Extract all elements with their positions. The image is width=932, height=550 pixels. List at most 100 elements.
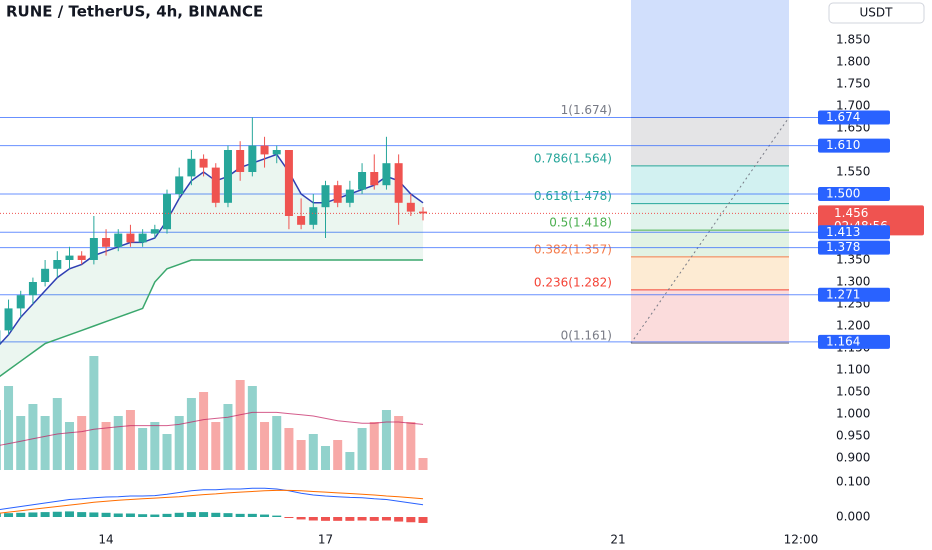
volume-bar [369, 422, 379, 470]
macd-histogram [345, 517, 355, 521]
x-tick-label: 14 [98, 533, 113, 547]
currency-button[interactable] [828, 2, 925, 24]
volume-bar [320, 446, 330, 470]
volume-bar [186, 398, 196, 470]
candle-body [150, 229, 159, 234]
price-badge-label: 1.500 [826, 187, 860, 201]
macd-histogram [64, 511, 74, 517]
price-badge-label: 1.164 [826, 334, 860, 348]
volume-bar [357, 428, 367, 470]
volume-bar [223, 404, 233, 470]
macd-histogram [16, 512, 26, 517]
macd-histogram [89, 512, 99, 517]
candle-body [321, 185, 330, 208]
volume-bar [101, 422, 111, 470]
price-badge-label: 1.271 [826, 287, 860, 301]
macd-histogram [284, 517, 294, 518]
macd-histogram [320, 517, 330, 521]
fib-label: 0(1.161) [561, 329, 612, 343]
macd-histogram [40, 512, 50, 517]
volume-bar [394, 416, 404, 470]
volume-bar [138, 428, 148, 470]
volume-ma [0, 411, 424, 446]
volume-bar [284, 428, 294, 470]
candle-body [419, 211, 428, 214]
currency-label[interactable]: USDT [860, 6, 894, 20]
signal-line [0, 489, 424, 514]
candle-body [223, 150, 232, 203]
fib-label: 0.618(1.478) [534, 189, 612, 203]
volume-bar [0, 410, 1, 470]
macd-histogram [77, 512, 87, 517]
macd-histogram [52, 511, 62, 517]
candle-body [211, 167, 220, 203]
macd-histogram [174, 512, 184, 517]
candle-body [126, 233, 135, 243]
macd-histogram [394, 517, 404, 522]
volume-bar [150, 422, 160, 470]
volume-bar [296, 440, 306, 470]
candle-body [297, 216, 306, 225]
volume-bar [40, 416, 50, 470]
y-tick-label: 1.000 [836, 407, 870, 421]
candle-body [187, 158, 196, 177]
macd-histogram [113, 513, 123, 517]
candle-body [16, 295, 25, 309]
candle-body [284, 150, 293, 216]
candle-body [65, 255, 74, 260]
candle-body [260, 145, 269, 155]
volume-bar [64, 422, 74, 470]
macd-histogram [150, 514, 160, 517]
macd-histogram [186, 512, 196, 517]
price-badge [818, 287, 890, 302]
y-tick-label: 1.050 [836, 385, 870, 399]
candle-body [114, 233, 123, 247]
volume-bar [235, 380, 245, 470]
macd-tick-label: 0.000 [836, 510, 870, 524]
chart-title: RUNE / TetherUS, 4h, BINANCE [6, 3, 263, 21]
price-badge-label: 1.413 [826, 225, 860, 239]
macd-histogram [247, 513, 257, 517]
price-badge [818, 334, 890, 349]
fib-zone [631, 203, 789, 231]
volume-bar [113, 416, 123, 470]
candle-body [309, 207, 318, 225]
candle-body [175, 176, 184, 194]
macd-histogram [4, 513, 14, 517]
macd-histogram [296, 517, 306, 520]
candle-body [272, 150, 281, 155]
volume-bar [247, 386, 257, 470]
price-badge [818, 138, 890, 153]
fib-zone [631, 256, 789, 290]
volume-bar [125, 410, 135, 470]
macd-line [0, 487, 424, 510]
candle-body [382, 163, 391, 186]
y-tick-label: 1.750 [836, 77, 870, 91]
price-badge-label: 1.610 [826, 138, 860, 152]
price-badge-label: 1.674 [826, 110, 860, 124]
macd-tick-label: 0.100 [836, 475, 870, 489]
price-badge [818, 110, 890, 125]
macd-histogram [406, 517, 416, 523]
volume-bar [308, 434, 318, 470]
macd-histogram [418, 517, 428, 523]
x-tick-label: 12:00 [784, 533, 819, 547]
volume-bar [418, 458, 428, 470]
candle-body [248, 145, 257, 172]
price-badge [818, 225, 890, 240]
fib-zone [631, 289, 789, 344]
last-price-label: 1.456 [834, 206, 868, 220]
macd-histogram [28, 512, 38, 517]
volume-bar [28, 404, 38, 470]
macd-histogram [211, 512, 221, 517]
volume-bar [333, 440, 343, 470]
macd-histogram [235, 513, 245, 517]
macd-histogram [272, 515, 282, 517]
y-tick-label: 1.850 [836, 33, 870, 47]
macd-histogram [199, 512, 209, 517]
candle-body [28, 282, 37, 296]
macd-histogram [260, 514, 270, 517]
volume-bar [406, 422, 416, 470]
volume-bar [211, 422, 221, 470]
